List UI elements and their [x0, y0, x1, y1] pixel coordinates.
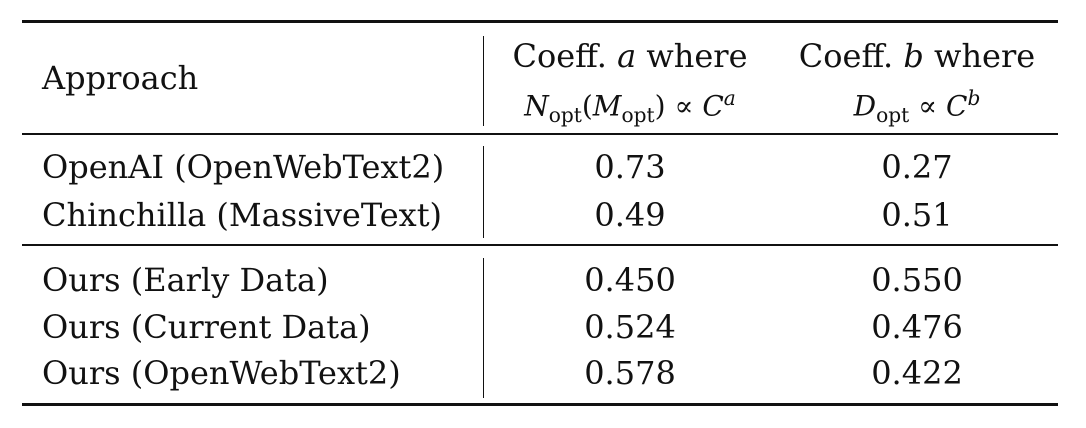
group1-separator — [483, 146, 485, 238]
header-approach: Approach — [42, 59, 199, 97]
header-coeff-b: Coeff. b where — [798, 37, 1036, 75]
row-coeff-b: 0.422 — [871, 354, 963, 392]
header-expr-b: Dopt ∝ Cb — [853, 86, 981, 127]
header-expr-a: Nopt(Mopt) ∝ Ca — [524, 86, 736, 127]
row-approach: Ours (Current Data) — [42, 308, 371, 346]
group2-separator — [483, 258, 485, 398]
header-rule — [22, 133, 1058, 135]
row-coeff-a: 0.49 — [594, 196, 666, 234]
bottom-rule — [22, 403, 1058, 406]
top-rule — [22, 20, 1058, 23]
row-approach: Chinchilla (MassiveText) — [42, 196, 443, 234]
row-coeff-a: 0.73 — [594, 148, 666, 186]
row-approach: Ours (OpenWebText2) — [42, 354, 401, 392]
row-approach: Ours (Early Data) — [42, 261, 329, 299]
group-rule — [22, 244, 1058, 246]
row-coeff-b: 0.476 — [871, 308, 963, 346]
row-coeff-b: 0.51 — [881, 196, 953, 234]
row-coeff-a: 0.450 — [584, 261, 676, 299]
header-separator — [483, 36, 485, 126]
row-approach: OpenAI (OpenWebText2) — [42, 148, 445, 186]
row-coeff-a: 0.524 — [584, 308, 676, 346]
row-coeff-a: 0.578 — [584, 354, 676, 392]
header-coeff-a: Coeff. a where — [512, 37, 748, 75]
row-coeff-b: 0.550 — [871, 261, 963, 299]
row-coeff-b: 0.27 — [881, 148, 953, 186]
